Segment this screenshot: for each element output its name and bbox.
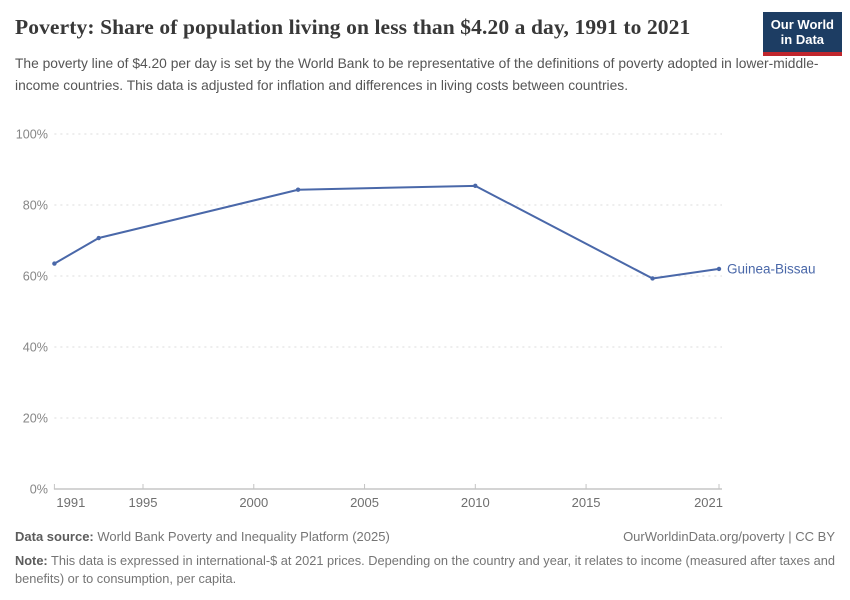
owid-logo[interactable]: Our World in Data [762, 12, 842, 56]
x-tick-label-2005: 2005 [350, 495, 379, 510]
data-point-1993[interactable] [96, 235, 101, 241]
owid-logo-line1: Our World [770, 17, 834, 32]
attribution-link[interactable]: OurWorldinData.org/poverty | CC BY [623, 529, 835, 544]
data-source-text: World Bank Poverty and Inequality Platfo… [93, 529, 390, 544]
owid-logo-line2: in Data [780, 32, 825, 48]
x-tick-label-2000: 2000 [239, 495, 268, 510]
y-tick-label-0: 0% [30, 483, 48, 497]
data-point-1991[interactable] [52, 261, 57, 266]
chart-title: Poverty: Share of population living on l… [15, 15, 691, 39]
data-point-2021[interactable] [716, 266, 722, 272]
footnote-label: Note: [15, 552, 48, 568]
chart-header: Poverty: Share of population living on l… [0, 0, 850, 96]
x-tick-label-2015: 2015 [572, 495, 601, 510]
y-tick-label-40: 40% [23, 341, 48, 355]
footer: Data source: World Bank Poverty and Ineq… [15, 528, 835, 589]
data-source-line: Data source: World Bank Poverty and Ineq… [15, 528, 390, 546]
chart-subtitle: The poverty line of $4.20 per day is set… [15, 56, 819, 93]
y-tick-label-100: 100% [16, 128, 48, 142]
footnote: Note: This data is expressed in internat… [15, 552, 835, 589]
data-source-label: Data source: [15, 529, 94, 544]
chart-svg: 0% 20% 40% 60% 80% 100% 1991 1995 2000 2005 2010 20… [16, 128, 816, 511]
x-tick-label-2010: 2010 [461, 495, 490, 510]
x-tick-label-2021: 2021 [694, 495, 723, 510]
y-tick-label-20: 20% [23, 412, 48, 426]
series-line-Guinea-Bissau[interactable] [53, 184, 720, 280]
x-tick-label-1991: 1991 [56, 495, 85, 510]
data-point-2002[interactable] [295, 187, 301, 192]
data-point-2010[interactable] [473, 183, 478, 189]
series-label[interactable]: Guinea-Bissau [727, 261, 816, 276]
x-tick-label-1995: 1995 [129, 495, 158, 510]
footnote-text: This data is expressed in international-… [15, 552, 835, 587]
y-tick-label-80: 80% [23, 199, 48, 213]
data-point-2018[interactable] [650, 276, 655, 281]
y-tick-label-60: 60% [23, 270, 48, 284]
